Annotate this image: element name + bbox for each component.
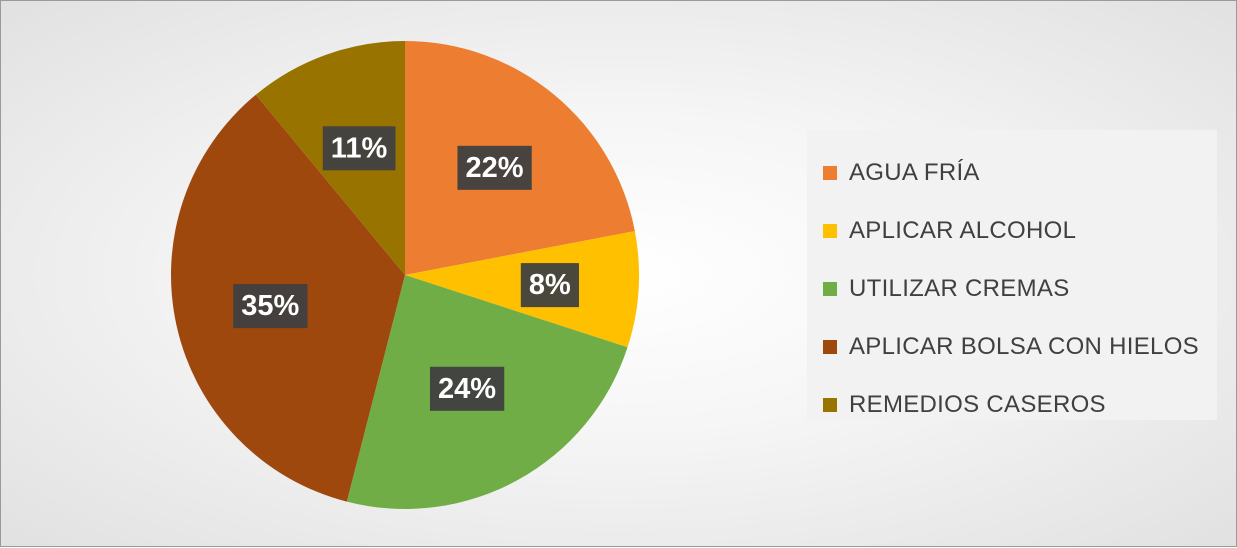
data-label-remedios-caseros: 11% <box>322 126 396 171</box>
legend-swatch <box>823 398 837 412</box>
data-label-text: 8% <box>529 269 571 301</box>
legend-swatch <box>823 340 837 354</box>
data-label-box <box>520 263 579 308</box>
legend-item-utilizar-cremas: UTILIZAR CREMAS <box>807 260 1217 318</box>
legend-swatch <box>823 282 837 296</box>
legend-label: APLICAR ALCOHOL <box>849 217 1077 244</box>
legend-swatch <box>823 166 837 180</box>
legend-label: UTILIZAR CREMAS <box>849 275 1070 302</box>
data-labels: 22% 8% 24% 35% 11% <box>233 126 579 411</box>
data-label-box <box>429 366 505 411</box>
data-label-utilizar-cremas: 24% <box>429 366 505 411</box>
data-label-text: 11% <box>331 132 388 164</box>
data-label-text: 22% <box>465 152 523 184</box>
data-label-aplicar-bolsa-con-hielos: 35% <box>233 284 308 329</box>
legend-label: REMEDIOS CASEROS <box>849 391 1106 418</box>
data-label-text: 24% <box>438 373 496 405</box>
legend-item-aplicar-bolsa-con-hielos: APLICAR BOLSA CON HIELOS <box>807 318 1217 376</box>
legend-label: AGUA FRÍA <box>849 159 980 186</box>
data-label-text: 35% <box>241 290 299 322</box>
data-label-agua-fria: 22% <box>457 145 532 190</box>
legend-swatch <box>823 224 837 238</box>
legend-label: APLICAR BOLSA CON HIELOS <box>849 333 1199 360</box>
data-label-box <box>233 284 308 329</box>
legend-item-remedios-caseros: REMEDIOS CASEROS <box>807 376 1217 434</box>
data-label-box <box>457 145 532 190</box>
data-label-box <box>322 126 396 171</box>
legend-item-aplicar-alcohol: APLICAR ALCOHOL <box>807 202 1217 260</box>
data-label-aplicar-alcohol: 8% <box>520 263 579 308</box>
legend-item-agua-fria: AGUA FRÍA <box>807 144 1217 202</box>
legend: AGUA FRÍA APLICAR ALCOHOL UTILIZAR CREMA… <box>807 130 1217 420</box>
